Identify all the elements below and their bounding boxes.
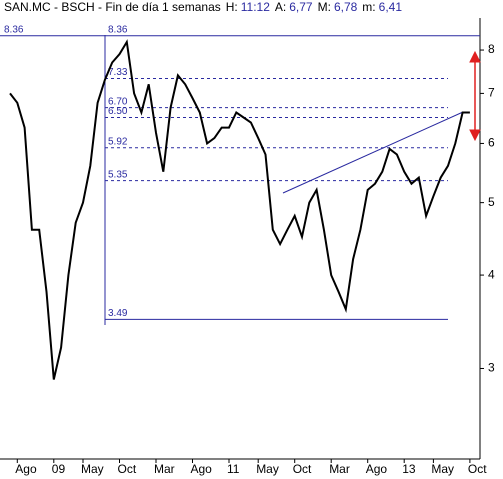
chart-title: SAN.MC - BSCH - Fin de día 1 semanas <box>4 0 221 14</box>
level-label: 5.92 <box>108 136 128 147</box>
y-tick-label: 8 <box>488 42 495 56</box>
x-tick-label: May <box>256 462 279 476</box>
level-label: 7.33 <box>108 67 128 78</box>
y-tick-label: 3 <box>488 361 495 375</box>
x-tick-label: Oct <box>468 462 487 476</box>
x-tick-label: 11 <box>227 462 240 476</box>
stat-label: M: <box>318 0 331 14</box>
x-tick-label: Ago <box>15 462 37 476</box>
x-tick-label: 13 <box>402 462 416 476</box>
stat-label: A: <box>275 0 286 14</box>
x-tick-label: May <box>431 462 454 476</box>
stat-value: 6,78 <box>334 0 358 14</box>
stat-label: H: <box>226 0 238 14</box>
price-line <box>9 39 470 380</box>
level-label: 6.70 <box>108 96 128 107</box>
level-label: 8.36 <box>108 24 128 35</box>
x-tick-label: 09 <box>52 462 66 476</box>
arrow-head <box>469 50 481 63</box>
title-bar: SAN.MC - BSCH - Fin de día 1 semanas <box>4 0 221 14</box>
level-label: 5.35 <box>108 169 128 180</box>
x-tick-label: Ago <box>366 462 388 476</box>
arrow-head <box>469 129 481 142</box>
y-tick-label: 4 <box>488 267 495 281</box>
level-label: 8.36 <box>4 24 24 35</box>
y-tick-label: 7 <box>488 86 495 100</box>
y-tick-label: 6 <box>488 136 495 150</box>
x-tick-label: Mar <box>154 462 175 476</box>
x-tick-label: Oct <box>118 462 137 476</box>
x-tick-label: Mar <box>329 462 350 476</box>
range-arrow <box>469 50 481 142</box>
stat-value: 6,41 <box>379 0 403 14</box>
trend-line <box>282 111 464 194</box>
y-tick-label: 5 <box>488 195 495 209</box>
x-tick-label: Oct <box>293 462 312 476</box>
stat-value: 11:12 <box>241 0 270 14</box>
stat-label: m: <box>362 0 375 14</box>
level-label: 3.49 <box>108 308 128 319</box>
stat-value: 6,77 <box>289 0 313 14</box>
x-tick-label: Ago <box>191 462 213 476</box>
level-label: 6.50 <box>108 106 128 117</box>
x-tick-label: May <box>81 462 104 476</box>
